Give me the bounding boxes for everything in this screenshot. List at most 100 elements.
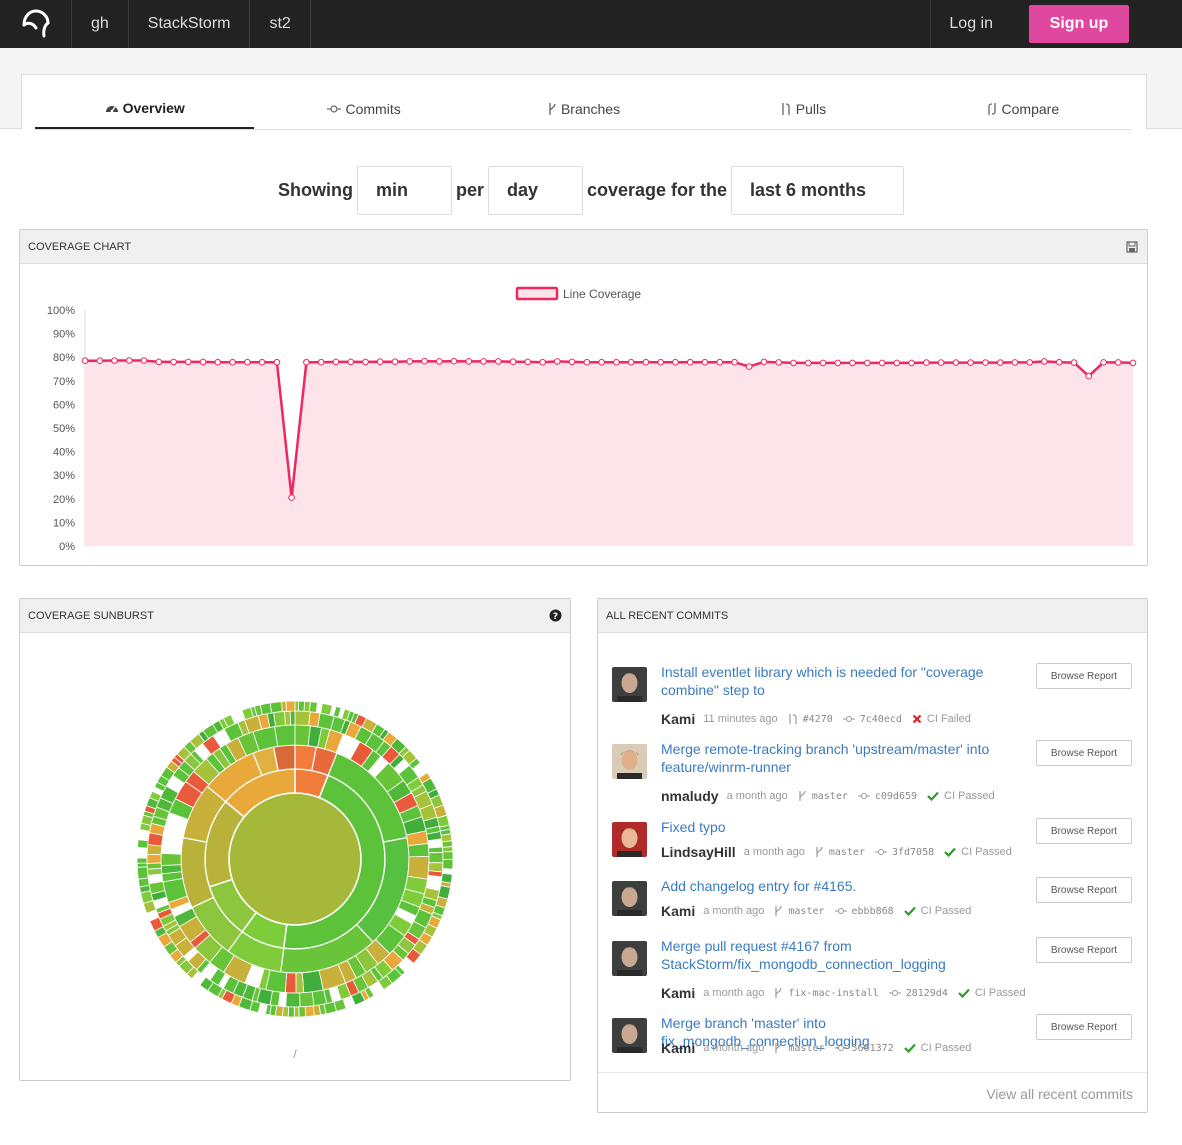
data-point[interactable] xyxy=(657,358,665,366)
data-point[interactable] xyxy=(140,357,148,364)
data-point[interactable] xyxy=(819,359,827,367)
sunburst-segment[interactable] xyxy=(274,724,296,747)
sunburst-segment[interactable] xyxy=(407,842,430,858)
data-point[interactable] xyxy=(982,359,989,366)
commit-author[interactable]: Kami xyxy=(661,1040,696,1056)
commit-sha[interactable]: c09d659 xyxy=(874,790,918,802)
data-point[interactable] xyxy=(524,358,532,366)
data-point[interactable] xyxy=(775,359,783,366)
help-icon[interactable]: ? xyxy=(548,609,562,623)
data-point[interactable] xyxy=(568,358,576,366)
sunburst-segment[interactable] xyxy=(299,991,315,1008)
data-point[interactable] xyxy=(111,357,118,364)
commit-sha[interactable]: ebbb868 xyxy=(851,905,894,917)
sunburst-segment[interactable] xyxy=(148,790,162,803)
view-all-commits-link[interactable]: View all recent commits xyxy=(986,1086,1133,1102)
data-point[interactable] xyxy=(908,359,915,367)
sunburst-segment[interactable] xyxy=(405,948,422,965)
commit-sha[interactable]: 28129d4 xyxy=(905,987,948,999)
data-point[interactable] xyxy=(952,359,960,366)
sunburst-segment[interactable] xyxy=(199,976,214,992)
sunburst-segment[interactable] xyxy=(336,982,352,1001)
commit-sha[interactable]: 5661372 xyxy=(851,1042,894,1054)
data-point[interactable] xyxy=(701,358,709,366)
data-point[interactable] xyxy=(1041,358,1048,365)
sunburst-segment[interactable] xyxy=(295,972,305,994)
signup-button[interactable]: Sign up xyxy=(1029,5,1129,43)
avatar[interactable] xyxy=(612,667,647,702)
tab-overview[interactable]: Overview xyxy=(35,88,255,129)
sunburst-segment[interactable] xyxy=(289,710,296,726)
sunburst-segment[interactable] xyxy=(298,700,306,712)
sunburst-segment[interactable] xyxy=(408,757,421,770)
data-point[interactable] xyxy=(303,358,310,366)
data-point[interactable] xyxy=(598,358,605,366)
codecov-logo-icon[interactable] xyxy=(0,0,72,48)
sunburst-segment[interactable] xyxy=(136,857,148,864)
data-point[interactable] xyxy=(878,359,886,367)
data-point[interactable] xyxy=(391,358,399,365)
save-icon[interactable] xyxy=(1125,240,1139,254)
commit-ref[interactable]: master xyxy=(811,790,848,802)
data-point[interactable] xyxy=(745,363,753,370)
data-point[interactable] xyxy=(627,358,635,366)
sunburst-segment[interactable] xyxy=(442,851,454,860)
data-point[interactable] xyxy=(1011,359,1019,366)
data-point[interactable] xyxy=(436,358,443,365)
sunburst-segment[interactable] xyxy=(304,1005,315,1018)
commit-message[interactable]: Merge branch 'master' into fix_mongodb_c… xyxy=(661,1015,870,1049)
data-point[interactable] xyxy=(1100,359,1107,366)
sunburst-segment[interactable] xyxy=(273,710,286,727)
data-point[interactable] xyxy=(760,358,768,366)
sunburst-segment[interactable] xyxy=(284,710,292,726)
tab-branches[interactable]: Branches xyxy=(474,88,693,129)
data-point[interactable] xyxy=(229,358,236,366)
data-point[interactable] xyxy=(170,358,177,366)
browse-report-button[interactable]: Browse Report xyxy=(1036,1014,1132,1040)
range-select[interactable]: last 6 months xyxy=(731,166,905,215)
data-point[interactable] xyxy=(495,358,502,365)
data-point[interactable] xyxy=(480,358,487,365)
browse-report-button[interactable]: Browse Report xyxy=(1036,818,1132,844)
sunburst-segment[interactable] xyxy=(298,1006,307,1018)
data-point[interactable] xyxy=(731,358,738,366)
sunburst-segment[interactable] xyxy=(269,701,283,714)
data-point[interactable] xyxy=(554,358,561,365)
commit-ref[interactable]: master xyxy=(788,1042,825,1054)
commit-author[interactable]: Kami xyxy=(661,985,696,1001)
breadcrumb-repo[interactable]: st2 xyxy=(250,0,311,48)
data-point[interactable] xyxy=(258,358,266,366)
sunburst-segment[interactable] xyxy=(159,785,179,805)
data-point[interactable] xyxy=(1070,359,1078,366)
sunburst-segment[interactable] xyxy=(293,1006,300,1018)
data-point[interactable] xyxy=(805,359,812,367)
data-point[interactable] xyxy=(421,357,428,365)
data-point[interactable] xyxy=(583,358,591,366)
sunburst-segment[interactable] xyxy=(136,862,148,868)
sunburst-segment[interactable] xyxy=(442,846,454,853)
data-point[interactable] xyxy=(332,358,340,366)
sunburst-segment[interactable] xyxy=(311,989,328,1007)
commit-message[interactable]: Fixed typo xyxy=(661,819,726,835)
sunburst-segment[interactable] xyxy=(294,710,311,727)
browse-report-button[interactable]: Browse Report xyxy=(1036,877,1132,903)
sunburst-segment[interactable] xyxy=(285,992,301,1008)
commit-author[interactable]: Kami xyxy=(661,903,696,919)
data-point[interactable] xyxy=(376,358,384,365)
data-point[interactable] xyxy=(185,358,192,366)
commit-message[interactable]: Merge remote-tracking branch 'upstream/m… xyxy=(661,741,990,775)
sunburst-segment[interactable] xyxy=(309,701,318,713)
period-select[interactable]: day xyxy=(487,166,583,215)
avatar[interactable] xyxy=(612,1018,647,1053)
data-point[interactable] xyxy=(406,358,414,365)
sunburst-segment[interactable] xyxy=(377,974,394,991)
commit-sha[interactable]: 3fd7058 xyxy=(891,846,935,858)
commit-ref[interactable]: #4270 xyxy=(802,713,833,725)
sunburst-segment[interactable] xyxy=(320,702,333,716)
avatar[interactable] xyxy=(612,744,647,779)
data-point[interactable] xyxy=(642,358,650,366)
data-point[interactable] xyxy=(893,359,901,367)
sunburst-segment[interactable] xyxy=(146,862,162,870)
sunburst-segment[interactable] xyxy=(427,870,443,878)
data-point[interactable] xyxy=(790,359,797,367)
